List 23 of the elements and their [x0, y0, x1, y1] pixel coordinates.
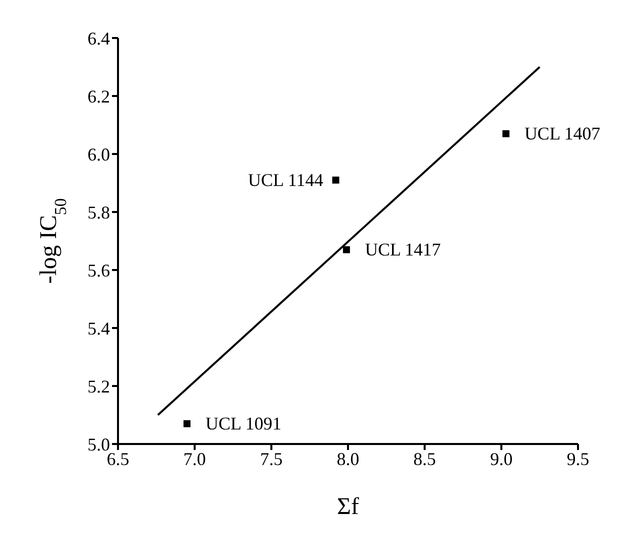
- point: [184, 420, 190, 428]
- x-tick-label: 9.0: [490, 448, 513, 469]
- x-tick-label: 7.0: [183, 448, 206, 469]
- y-tick-label: 5.2: [88, 376, 110, 396]
- data-label: UCL 1144: [248, 170, 324, 190]
- y-tick-label: 6.2: [88, 86, 110, 106]
- y-tick-label: 6.0: [88, 144, 110, 164]
- x-tick-label: 7.5: [260, 448, 283, 469]
- x-tick-label: 9.5: [566, 448, 590, 469]
- point: [502, 130, 510, 138]
- point: [342, 246, 350, 254]
- data-label: UCL 1417: [364, 240, 441, 260]
- y-tick-label: 5.8: [88, 202, 110, 222]
- data-label: UCL 1091: [206, 414, 282, 434]
- y-tick-label: 5.6: [88, 260, 110, 280]
- x-tick-label: 8.0: [336, 448, 360, 469]
- data-label: UCL 1407: [524, 124, 600, 144]
- x-axis-title: Σf: [337, 494, 359, 520]
- y-tick-label: 6.4: [88, 28, 110, 48]
- y-tick-label: 5.0: [88, 434, 110, 454]
- point: [332, 176, 340, 184]
- y-tick-label: 5.4: [88, 318, 110, 338]
- x-tick-label: 8.5: [413, 448, 436, 469]
